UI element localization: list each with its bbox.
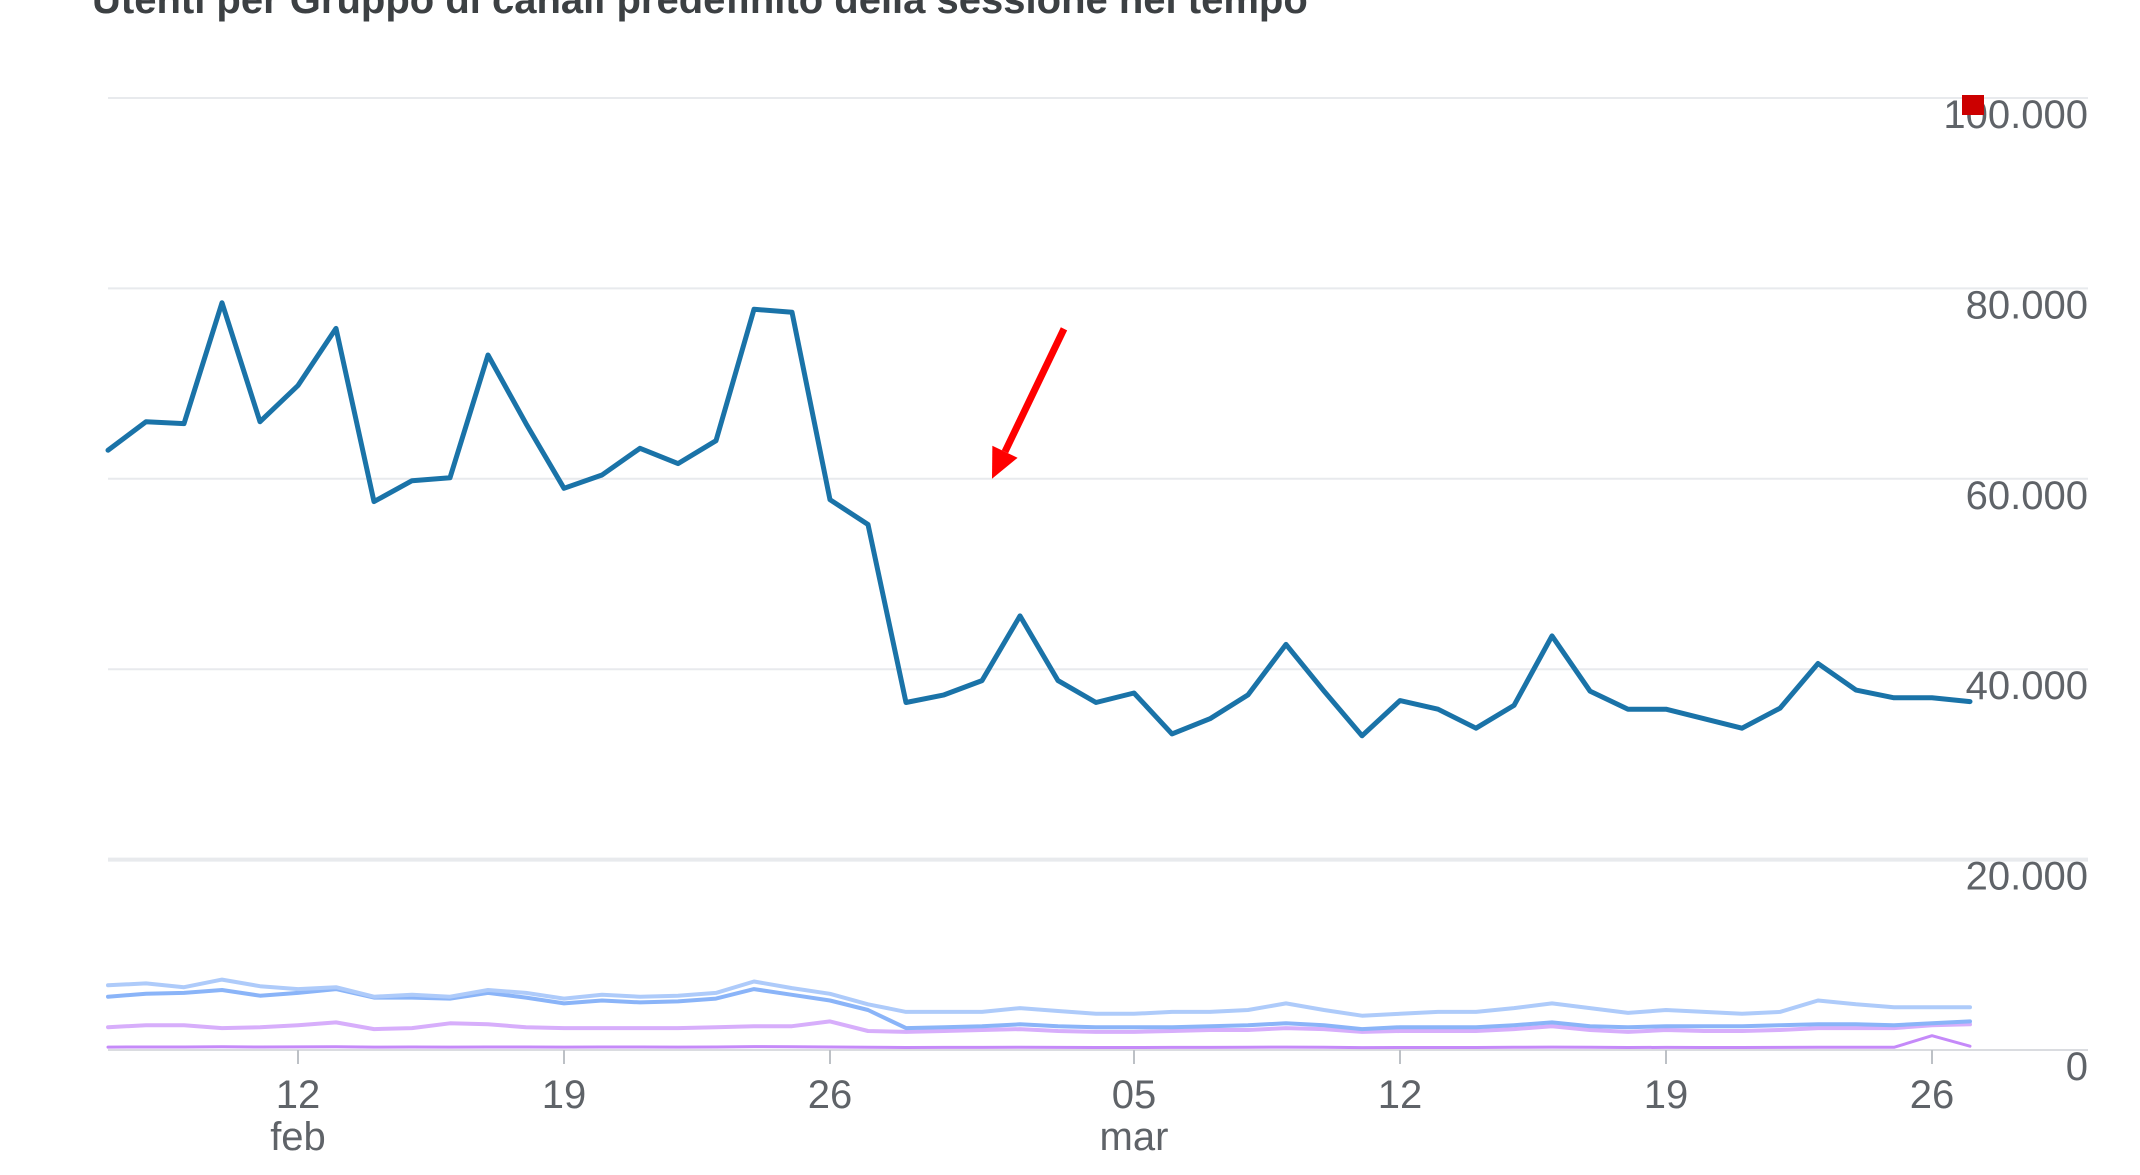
x-tick-label: 12 [1378, 1073, 1423, 1117]
x-tick-label: 26 [1910, 1073, 1955, 1117]
red-marker [1962, 95, 1984, 115]
x-tick-month-label: mar [1100, 1115, 1169, 1159]
x-tick-label: 26 [808, 1073, 853, 1117]
series-line-0 [105, 300, 1973, 739]
series-lines [105, 300, 1973, 1050]
chart-title: Utenti per Gruppo di canali predefinito … [92, 0, 1308, 22]
annotations [992, 95, 1984, 479]
annotation-arrow-head [992, 445, 1018, 479]
series-line-1 [106, 977, 1972, 1018]
x-tick-label: 05 [1112, 1073, 1157, 1117]
x-tick-label: 12 [276, 1073, 321, 1117]
y-tick-label: 20.000 [1966, 855, 2088, 899]
y-tick-label: 80.000 [1966, 283, 2088, 327]
x-tick-label: 19 [542, 1073, 587, 1117]
annotation-arrow-shaft [1001, 327, 1068, 454]
x-tick-label: 19 [1644, 1073, 1689, 1117]
series-line-3 [106, 1019, 1972, 1034]
gridlines [108, 97, 2088, 1051]
y-tick-label: 0 [2066, 1045, 2088, 1089]
x-tick-month-label: feb [270, 1115, 326, 1159]
series-line-4 [106, 1034, 1972, 1050]
series-line-2 [106, 987, 1972, 1032]
y-tick-label: 40.000 [1966, 664, 2088, 708]
y-tick-label: 60.000 [1966, 474, 2088, 518]
